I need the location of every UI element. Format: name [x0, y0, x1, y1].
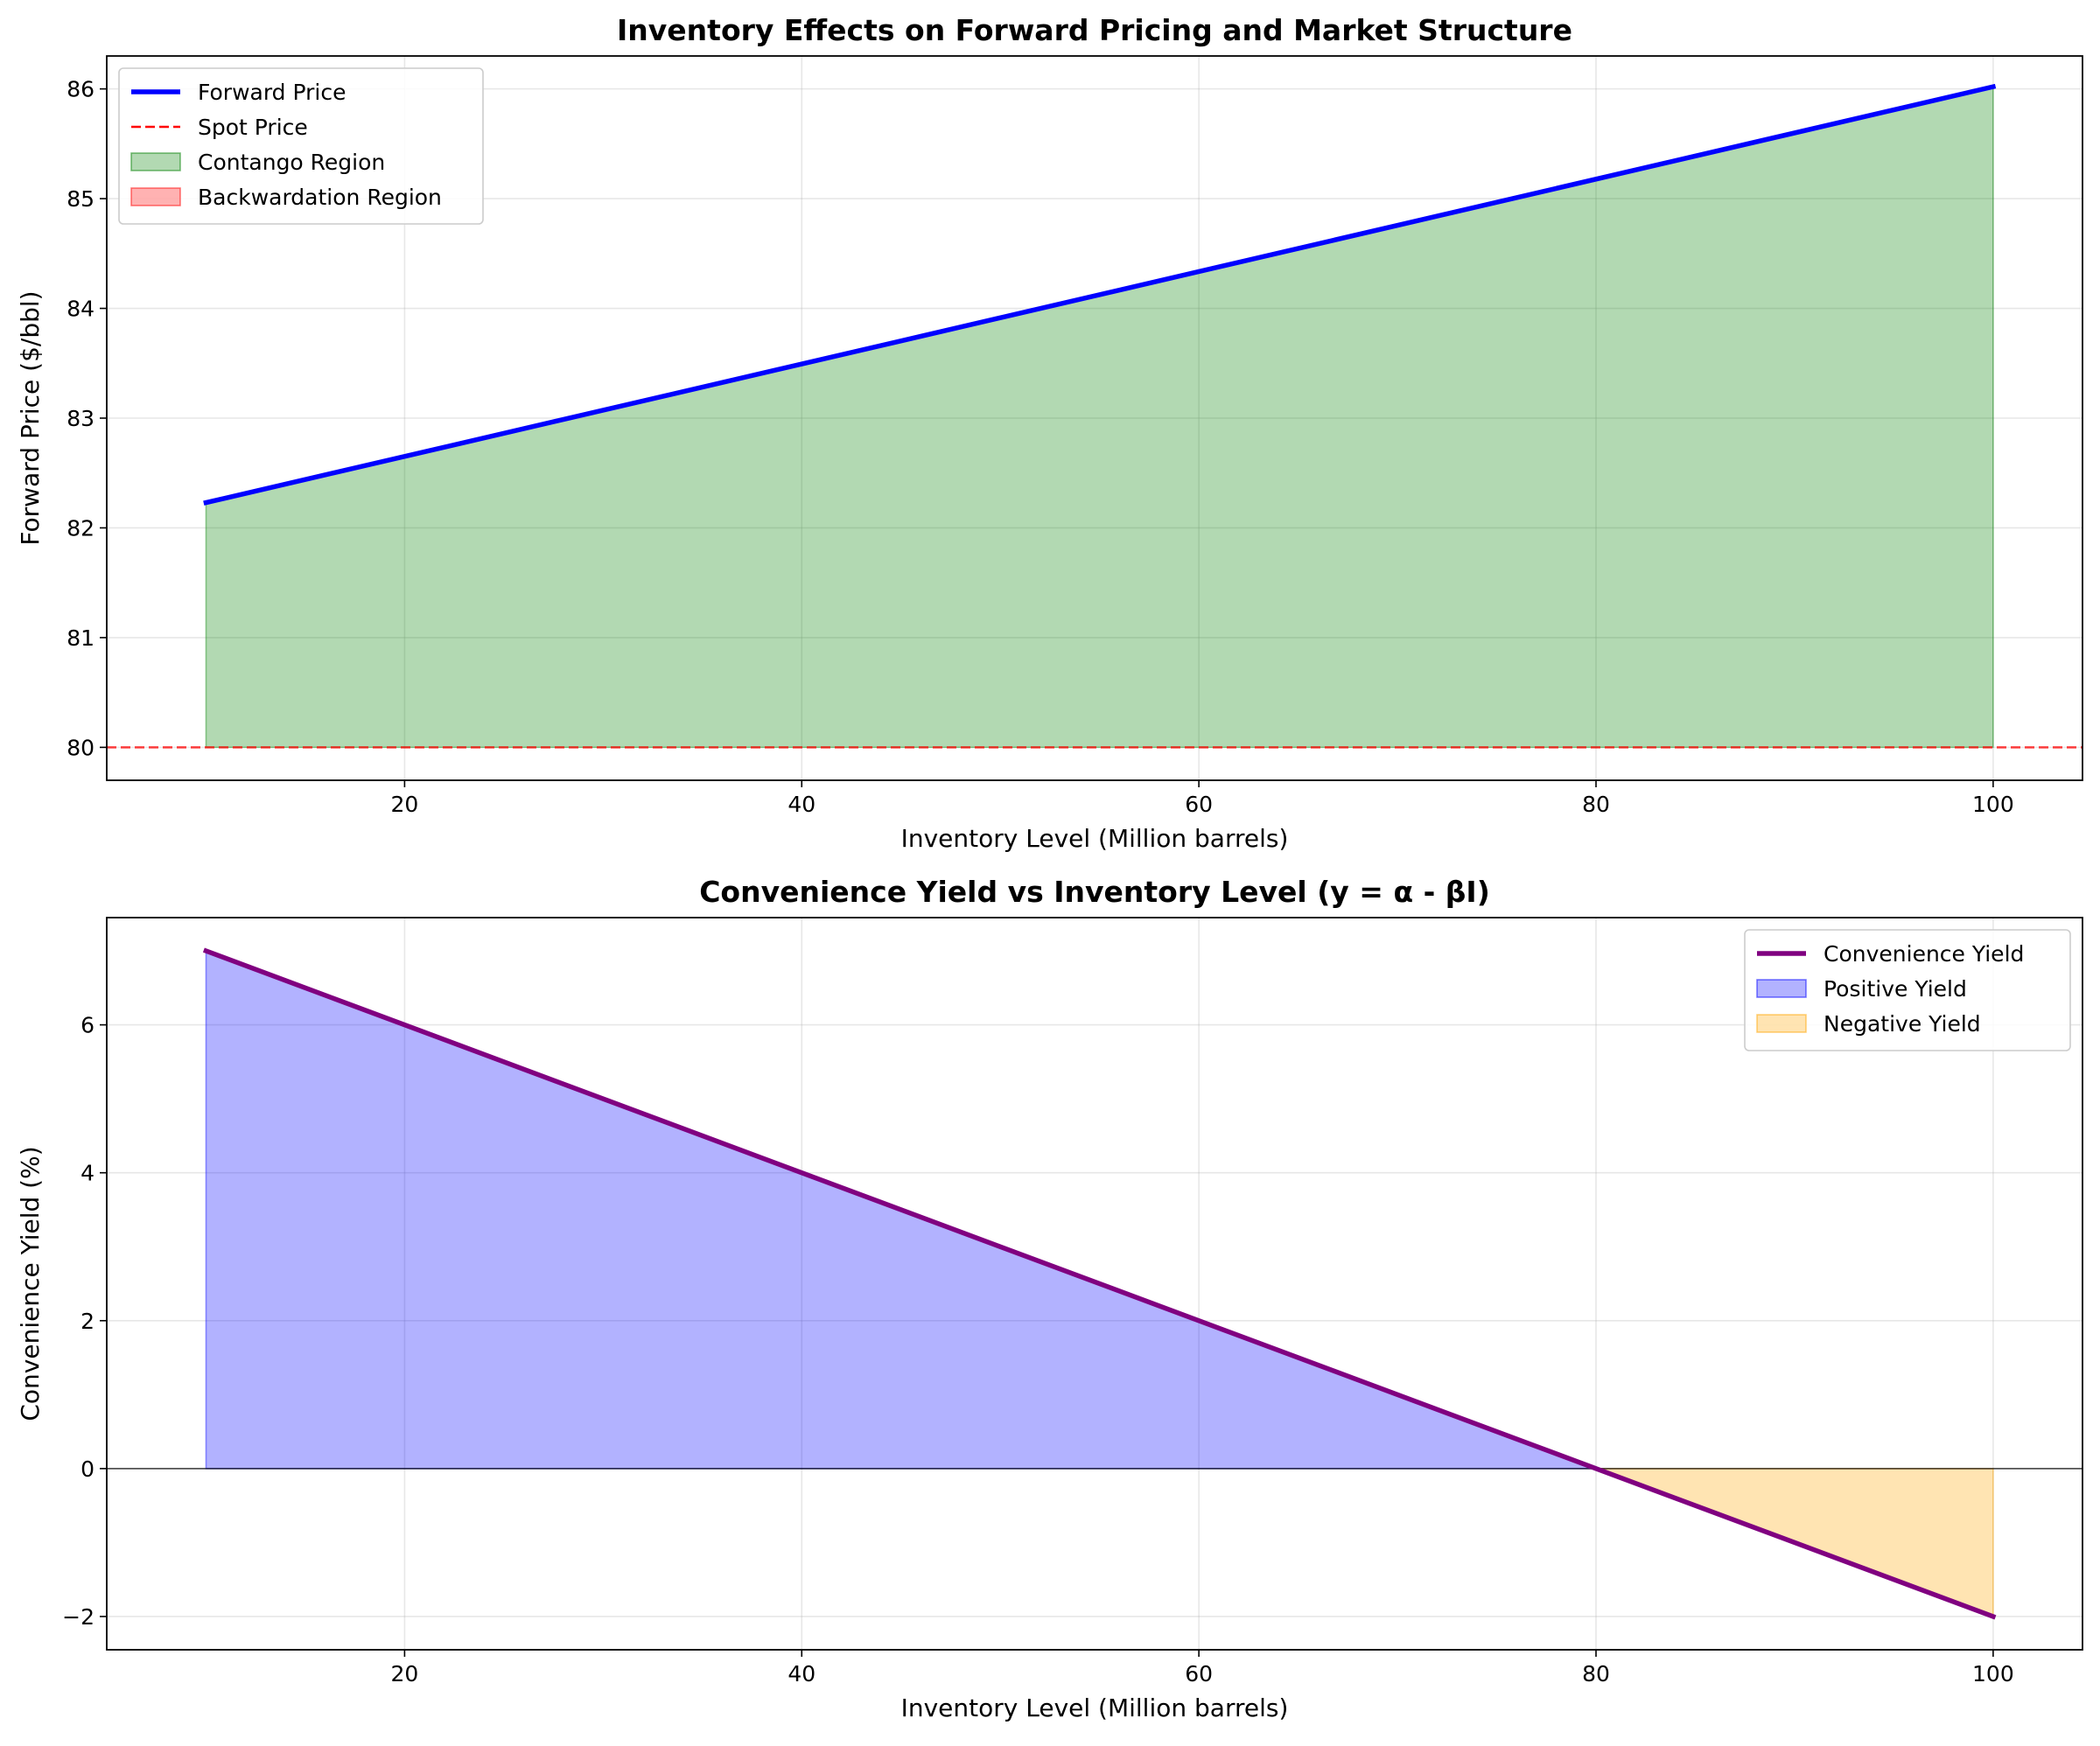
x-tick-label: 20 [390, 792, 418, 817]
x-tick-label: 20 [390, 1661, 418, 1687]
x-tick-label: 80 [1582, 1661, 1610, 1687]
x-tick-label: 80 [1582, 792, 1610, 817]
axes-frame [106, 917, 2083, 1651]
x-tick-label: 100 [1972, 1661, 2014, 1687]
legend-swatch-patch [130, 187, 181, 206]
legend-label: Spot Price [198, 115, 308, 140]
x-axis-label: Inventory Level (Million barrels) [901, 824, 1289, 853]
legend-label: Contango Region [198, 150, 385, 175]
x-tick-label: 60 [1185, 792, 1213, 817]
y-axis-label: Forward Price ($/bbl) [16, 290, 45, 545]
y-tick-label: 83 [66, 406, 94, 431]
legend-label: Forward Price [198, 80, 346, 105]
forward-price-line [203, 83, 1997, 506]
y-tick-label: 81 [66, 625, 94, 651]
chart-2: 20 40 60 80 100 −2 0 2 4 6 Convenience Yield vs In… [16, 875, 2083, 1722]
y-tick-label: 82 [66, 515, 94, 541]
legend-label: Positive Yield [1824, 976, 1967, 1002]
chart-title: Convenience Yield vs Inventory Level (y … [699, 875, 1490, 909]
y-tick-label: 6 [80, 1013, 94, 1038]
y-tick-label: 85 [66, 186, 94, 212]
legend: Forward Price Spot Price Contango Region Ba… [118, 67, 484, 225]
y-tick-label: 84 [66, 297, 94, 322]
legend-swatch-patch [1756, 1014, 1807, 1033]
y-tick-label: 4 [80, 1161, 94, 1186]
legend-box [1744, 929, 2071, 1051]
convenience-yield-line [202, 947, 1997, 1620]
legend-label: Backwardation Region [198, 185, 442, 210]
y-tick-label: 80 [66, 735, 94, 760]
y-tick-label: 2 [80, 1309, 94, 1334]
y-tick-label: −2 [62, 1604, 94, 1630]
x-tick-label: 60 [1185, 1661, 1213, 1687]
x-tick-label: 100 [1972, 792, 2014, 817]
x-axis-label: Inventory Level (Million barrels) [901, 1694, 1289, 1722]
x-tick-label: 40 [788, 1661, 816, 1687]
chart-1: 20 40 60 80 100 80 81 82 83 84 85 86 Inventory Effec… [16, 13, 2083, 853]
legend-label: Convenience Yield [1824, 941, 2024, 967]
legend: Convenience Yield Positive Yield Negative … [1744, 929, 2071, 1051]
x-tick-label: 40 [788, 792, 816, 817]
y-axis-label: Convenience Yield (%) [16, 1146, 45, 1421]
y-tick-label: 0 [80, 1456, 94, 1482]
legend-swatch-patch [1756, 979, 1807, 998]
legend-swatch-patch [130, 152, 181, 171]
legend-label: Negative Yield [1824, 1011, 1981, 1037]
y-tick-label: 86 [66, 77, 94, 102]
chart-title: Inventory Effects on Forward Pricing and… [617, 13, 1572, 47]
legend-box [118, 67, 484, 225]
